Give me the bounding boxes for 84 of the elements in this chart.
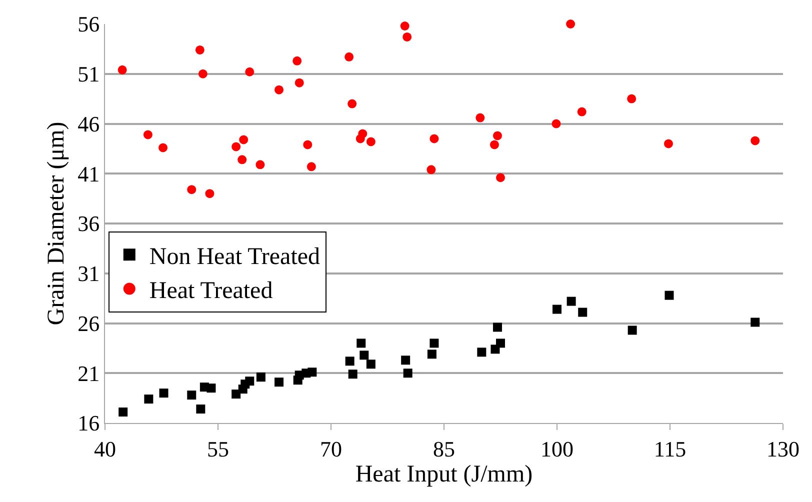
point bbox=[496, 173, 505, 182]
point bbox=[245, 376, 254, 386]
x-tick-label: 55 bbox=[207, 436, 229, 462]
point bbox=[492, 131, 502, 140]
y-tick-label: 26 bbox=[78, 310, 100, 336]
point bbox=[566, 296, 576, 306]
point bbox=[427, 350, 436, 359]
point bbox=[566, 20, 576, 28]
point bbox=[256, 372, 266, 382]
legend-label: Heat Treated bbox=[149, 278, 273, 304]
point bbox=[552, 304, 562, 314]
point bbox=[306, 162, 316, 172]
point bbox=[158, 143, 168, 152]
point bbox=[664, 139, 673, 148]
x-axis-title: Heat Input (J/mm) bbox=[355, 462, 533, 488]
point bbox=[430, 338, 439, 348]
point bbox=[206, 384, 216, 393]
point bbox=[256, 160, 265, 170]
x-tick-label: 85 bbox=[433, 436, 455, 462]
point bbox=[348, 99, 357, 108]
point bbox=[196, 404, 206, 414]
x-tick-label: 100 bbox=[540, 436, 574, 462]
y-axis-title: Grain Diameter (μm) bbox=[44, 122, 70, 326]
point bbox=[366, 360, 376, 369]
point bbox=[187, 390, 196, 400]
point bbox=[366, 137, 376, 146]
point bbox=[195, 45, 204, 54]
x-tick-label: 70 bbox=[320, 436, 342, 462]
point bbox=[400, 22, 410, 30]
point bbox=[118, 408, 128, 417]
point bbox=[360, 350, 369, 360]
point bbox=[232, 390, 241, 399]
point bbox=[664, 290, 674, 300]
y-tick-label: 41 bbox=[78, 161, 100, 186]
point bbox=[308, 368, 317, 377]
point bbox=[143, 130, 152, 140]
point bbox=[628, 326, 637, 335]
point bbox=[239, 135, 248, 144]
point bbox=[476, 113, 485, 122]
point bbox=[245, 67, 254, 76]
point bbox=[205, 189, 214, 198]
y-tick-label: 56 bbox=[78, 12, 100, 37]
x-tick-label: 40 bbox=[94, 436, 116, 462]
point bbox=[426, 165, 436, 174]
point bbox=[356, 134, 365, 144]
point bbox=[187, 185, 196, 194]
point bbox=[345, 356, 354, 366]
point bbox=[552, 119, 561, 128]
point bbox=[496, 338, 505, 348]
point bbox=[627, 94, 636, 104]
y-tick-label: 51 bbox=[78, 62, 100, 87]
point bbox=[430, 134, 439, 144]
point bbox=[402, 32, 412, 42]
y-tick-label: 46 bbox=[78, 111, 100, 136]
point bbox=[238, 155, 247, 164]
point bbox=[401, 356, 410, 365]
legend-label: Non Heat Treated bbox=[149, 244, 320, 270]
point bbox=[159, 388, 168, 398]
point bbox=[294, 78, 304, 88]
point bbox=[303, 140, 312, 150]
point bbox=[232, 142, 241, 152]
point bbox=[492, 322, 502, 332]
point bbox=[490, 140, 499, 150]
x-tick-label: 130 bbox=[766, 436, 800, 462]
point bbox=[144, 394, 154, 404]
point bbox=[274, 378, 284, 387]
y-tick-label: 31 bbox=[78, 261, 100, 286]
point bbox=[356, 338, 366, 348]
point bbox=[118, 65, 127, 74]
x-tick-label: 115 bbox=[654, 436, 686, 462]
point bbox=[292, 56, 302, 66]
point bbox=[577, 107, 586, 116]
point bbox=[274, 85, 284, 94]
point bbox=[750, 136, 760, 146]
point bbox=[403, 368, 412, 378]
y-tick-label: 16 bbox=[78, 410, 100, 436]
point bbox=[344, 52, 354, 62]
point bbox=[477, 348, 486, 357]
y-tick-label: 21 bbox=[78, 360, 100, 386]
point bbox=[750, 318, 760, 327]
y-tick-label: 36 bbox=[78, 211, 100, 236]
point bbox=[198, 69, 208, 78]
point bbox=[578, 308, 588, 317]
point bbox=[348, 370, 358, 379]
